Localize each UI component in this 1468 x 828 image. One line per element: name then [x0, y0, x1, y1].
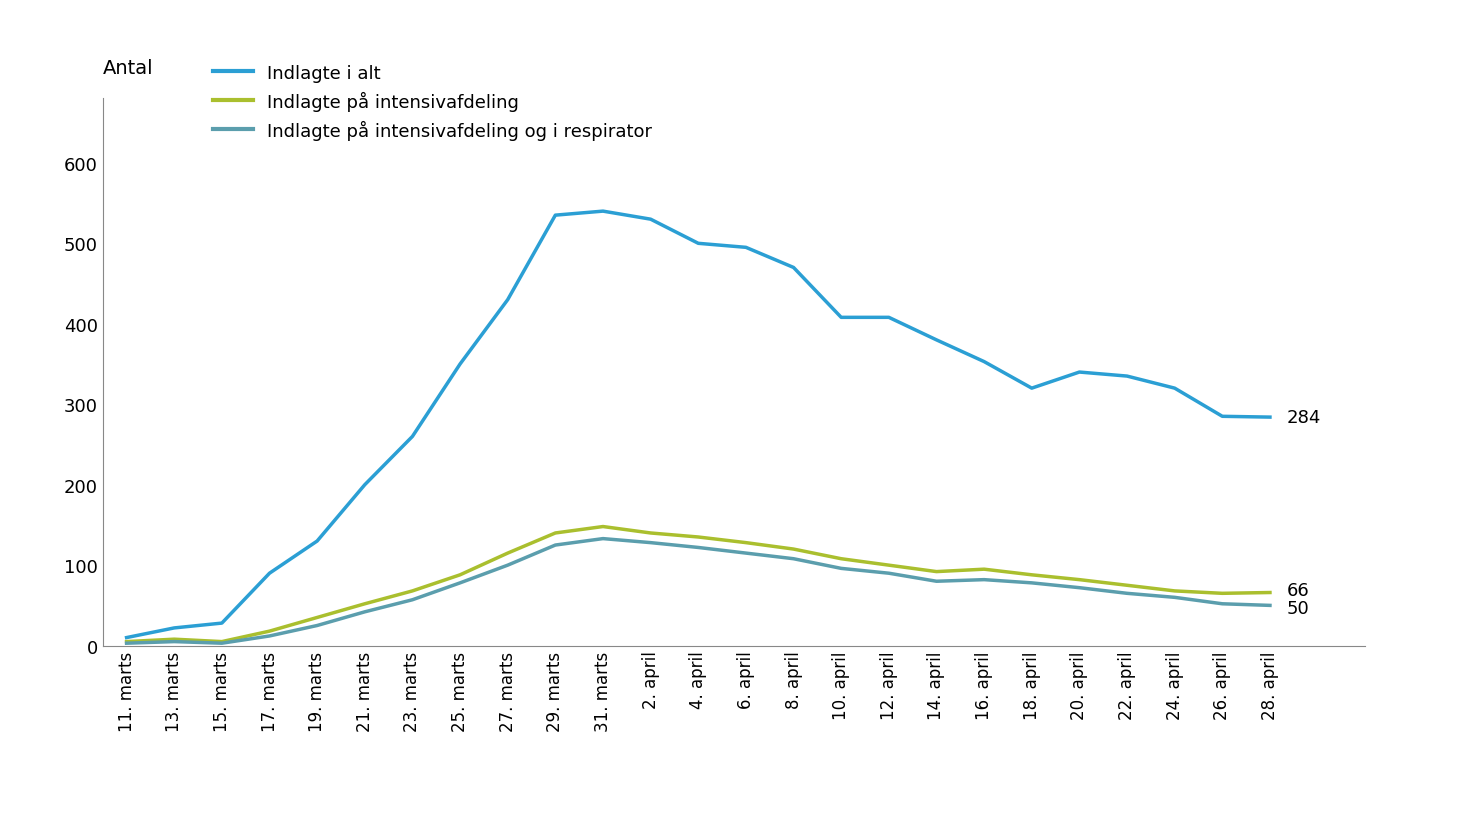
Indlagte på intensivafdeling og i respirator	[642, 538, 659, 548]
Indlagte på intensivafdeling	[879, 561, 897, 570]
Indlagte i alt	[1119, 372, 1136, 382]
Indlagte på intensivafdeling og i respirator	[928, 576, 945, 586]
Indlagte på intensivafdeling og i respirator	[785, 554, 803, 564]
Indlagte i alt	[261, 569, 279, 579]
Indlagte på intensivafdeling og i respirator	[1214, 599, 1232, 609]
Indlagte i alt	[451, 359, 468, 369]
Indlagte på intensivafdeling og i respirator	[737, 548, 755, 558]
Indlagte på intensivafdeling	[499, 548, 517, 558]
Indlagte i alt	[1023, 383, 1041, 393]
Indlagte i alt	[832, 313, 850, 323]
Indlagte på intensivafdeling	[1070, 575, 1088, 585]
Indlagte på intensivafdeling	[832, 554, 850, 564]
Line: Indlagte i alt: Indlagte i alt	[126, 212, 1270, 638]
Indlagte i alt	[737, 243, 755, 253]
Indlagte på intensivafdeling og i respirator	[261, 631, 279, 641]
Indlagte i alt	[213, 619, 230, 628]
Indlagte på intensivafdeling	[1214, 589, 1232, 599]
Indlagte i alt	[546, 211, 564, 221]
Indlagte på intensivafdeling	[355, 599, 373, 609]
Indlagte i alt	[642, 215, 659, 225]
Indlagte på intensivafdeling og i respirator	[595, 534, 612, 544]
Indlagte i alt	[404, 432, 421, 442]
Indlagte på intensivafdeling og i respirator	[832, 564, 850, 574]
Indlagte på intensivafdeling	[690, 532, 708, 542]
Indlagte i alt	[1261, 412, 1279, 422]
Indlagte på intensivafdeling	[451, 570, 468, 580]
Indlagte på intensivafdeling og i respirator	[117, 638, 135, 648]
Indlagte på intensivafdeling og i respirator	[166, 637, 184, 647]
Text: Antal: Antal	[103, 59, 153, 78]
Indlagte i alt	[785, 263, 803, 273]
Indlagte på intensivafdeling og i respirator	[308, 621, 326, 631]
Indlagte i alt	[355, 480, 373, 490]
Indlagte i alt	[499, 296, 517, 306]
Text: 284: 284	[1286, 408, 1321, 426]
Indlagte i alt	[1166, 383, 1183, 393]
Indlagte på intensivafdeling og i respirator	[213, 638, 230, 648]
Indlagte på intensivafdeling og i respirator	[975, 575, 992, 585]
Indlagte i alt	[879, 313, 897, 323]
Indlagte på intensivafdeling	[1261, 588, 1279, 598]
Indlagte i alt	[117, 633, 135, 643]
Indlagte på intensivafdeling	[785, 545, 803, 555]
Legend: Indlagte i alt, Indlagte på intensivafdeling, Indlagte på intensivafdeling og i : Indlagte i alt, Indlagte på intensivafde…	[213, 65, 652, 141]
Indlagte på intensivafdeling	[404, 586, 421, 596]
Indlagte på intensivafdeling	[546, 528, 564, 538]
Indlagte i alt	[1214, 412, 1232, 421]
Indlagte på intensivafdeling	[117, 637, 135, 647]
Indlagte på intensivafdeling	[166, 634, 184, 644]
Indlagte på intensivafdeling og i respirator	[879, 569, 897, 579]
Indlagte på intensivafdeling og i respirator	[1261, 600, 1279, 610]
Indlagte på intensivafdeling	[1023, 570, 1041, 580]
Text: 66: 66	[1286, 581, 1309, 599]
Line: Indlagte på intensivafdeling og i respirator: Indlagte på intensivafdeling og i respir…	[126, 539, 1270, 643]
Indlagte på intensivafdeling og i respirator	[404, 595, 421, 605]
Indlagte på intensivafdeling	[595, 522, 612, 532]
Indlagte i alt	[975, 357, 992, 367]
Indlagte på intensivafdeling	[737, 538, 755, 548]
Indlagte på intensivafdeling og i respirator	[546, 541, 564, 551]
Indlagte på intensivafdeling og i respirator	[1119, 589, 1136, 599]
Indlagte på intensivafdeling	[1166, 586, 1183, 596]
Indlagte på intensivafdeling	[261, 627, 279, 637]
Indlagte på intensivafdeling og i respirator	[451, 578, 468, 588]
Indlagte på intensivafdeling	[1119, 580, 1136, 590]
Indlagte på intensivafdeling og i respirator	[690, 543, 708, 553]
Indlagte på intensivafdeling og i respirator	[355, 607, 373, 617]
Indlagte i alt	[928, 335, 945, 345]
Indlagte i alt	[1070, 368, 1088, 378]
Line: Indlagte på intensivafdeling: Indlagte på intensivafdeling	[126, 527, 1270, 642]
Text: 50: 50	[1286, 599, 1309, 617]
Indlagte i alt	[595, 207, 612, 217]
Indlagte i alt	[308, 537, 326, 546]
Indlagte på intensivafdeling	[928, 567, 945, 577]
Indlagte i alt	[690, 239, 708, 249]
Indlagte på intensivafdeling og i respirator	[1023, 578, 1041, 588]
Indlagte på intensivafdeling	[308, 613, 326, 623]
Indlagte på intensivafdeling	[642, 528, 659, 538]
Indlagte i alt	[166, 623, 184, 633]
Indlagte på intensivafdeling og i respirator	[1166, 593, 1183, 603]
Indlagte på intensivafdeling	[213, 637, 230, 647]
Indlagte på intensivafdeling og i respirator	[1070, 583, 1088, 593]
Indlagte på intensivafdeling	[975, 565, 992, 575]
Indlagte på intensivafdeling og i respirator	[499, 561, 517, 570]
